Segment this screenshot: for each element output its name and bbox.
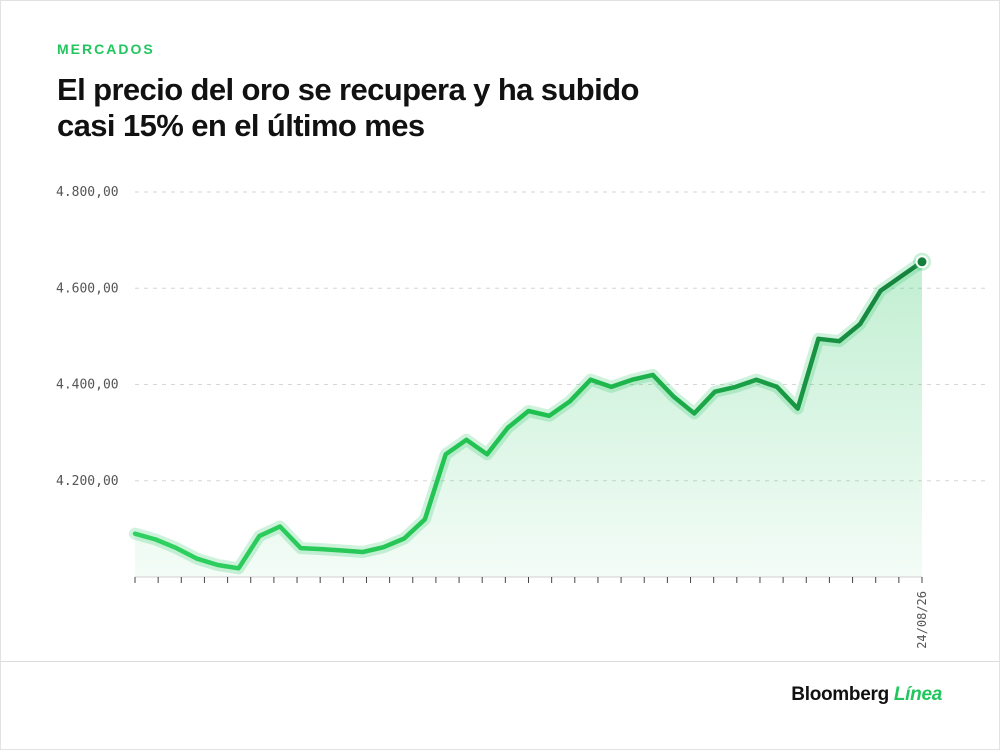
- y-tick-label: 4.400,00: [56, 378, 119, 393]
- y-tick-label: 4.200,00: [56, 474, 119, 489]
- y-tick-label: 4.600,00: [56, 281, 119, 296]
- kicker-label: MERCADOS: [57, 41, 155, 57]
- brand-name: Bloomberg: [791, 684, 889, 705]
- footer-divider: [0, 661, 1000, 662]
- price-area: [135, 261, 922, 577]
- gold-price-chart: 4.200,00 4.400,00 4.600,00 4.800,00 24/08/2…: [56, 185, 985, 649]
- y-tick-label: 4.800,00: [56, 185, 119, 200]
- price-line: [132, 259, 925, 571]
- end-point-marker: [915, 255, 929, 269]
- chart-title: El precio del oro se recupera y ha subid…: [57, 72, 639, 143]
- x-tick-label: 24/08/26: [915, 591, 929, 649]
- brand-accent: Línea: [893, 684, 942, 705]
- brand-logo: Bloomberg Línea: [791, 684, 942, 706]
